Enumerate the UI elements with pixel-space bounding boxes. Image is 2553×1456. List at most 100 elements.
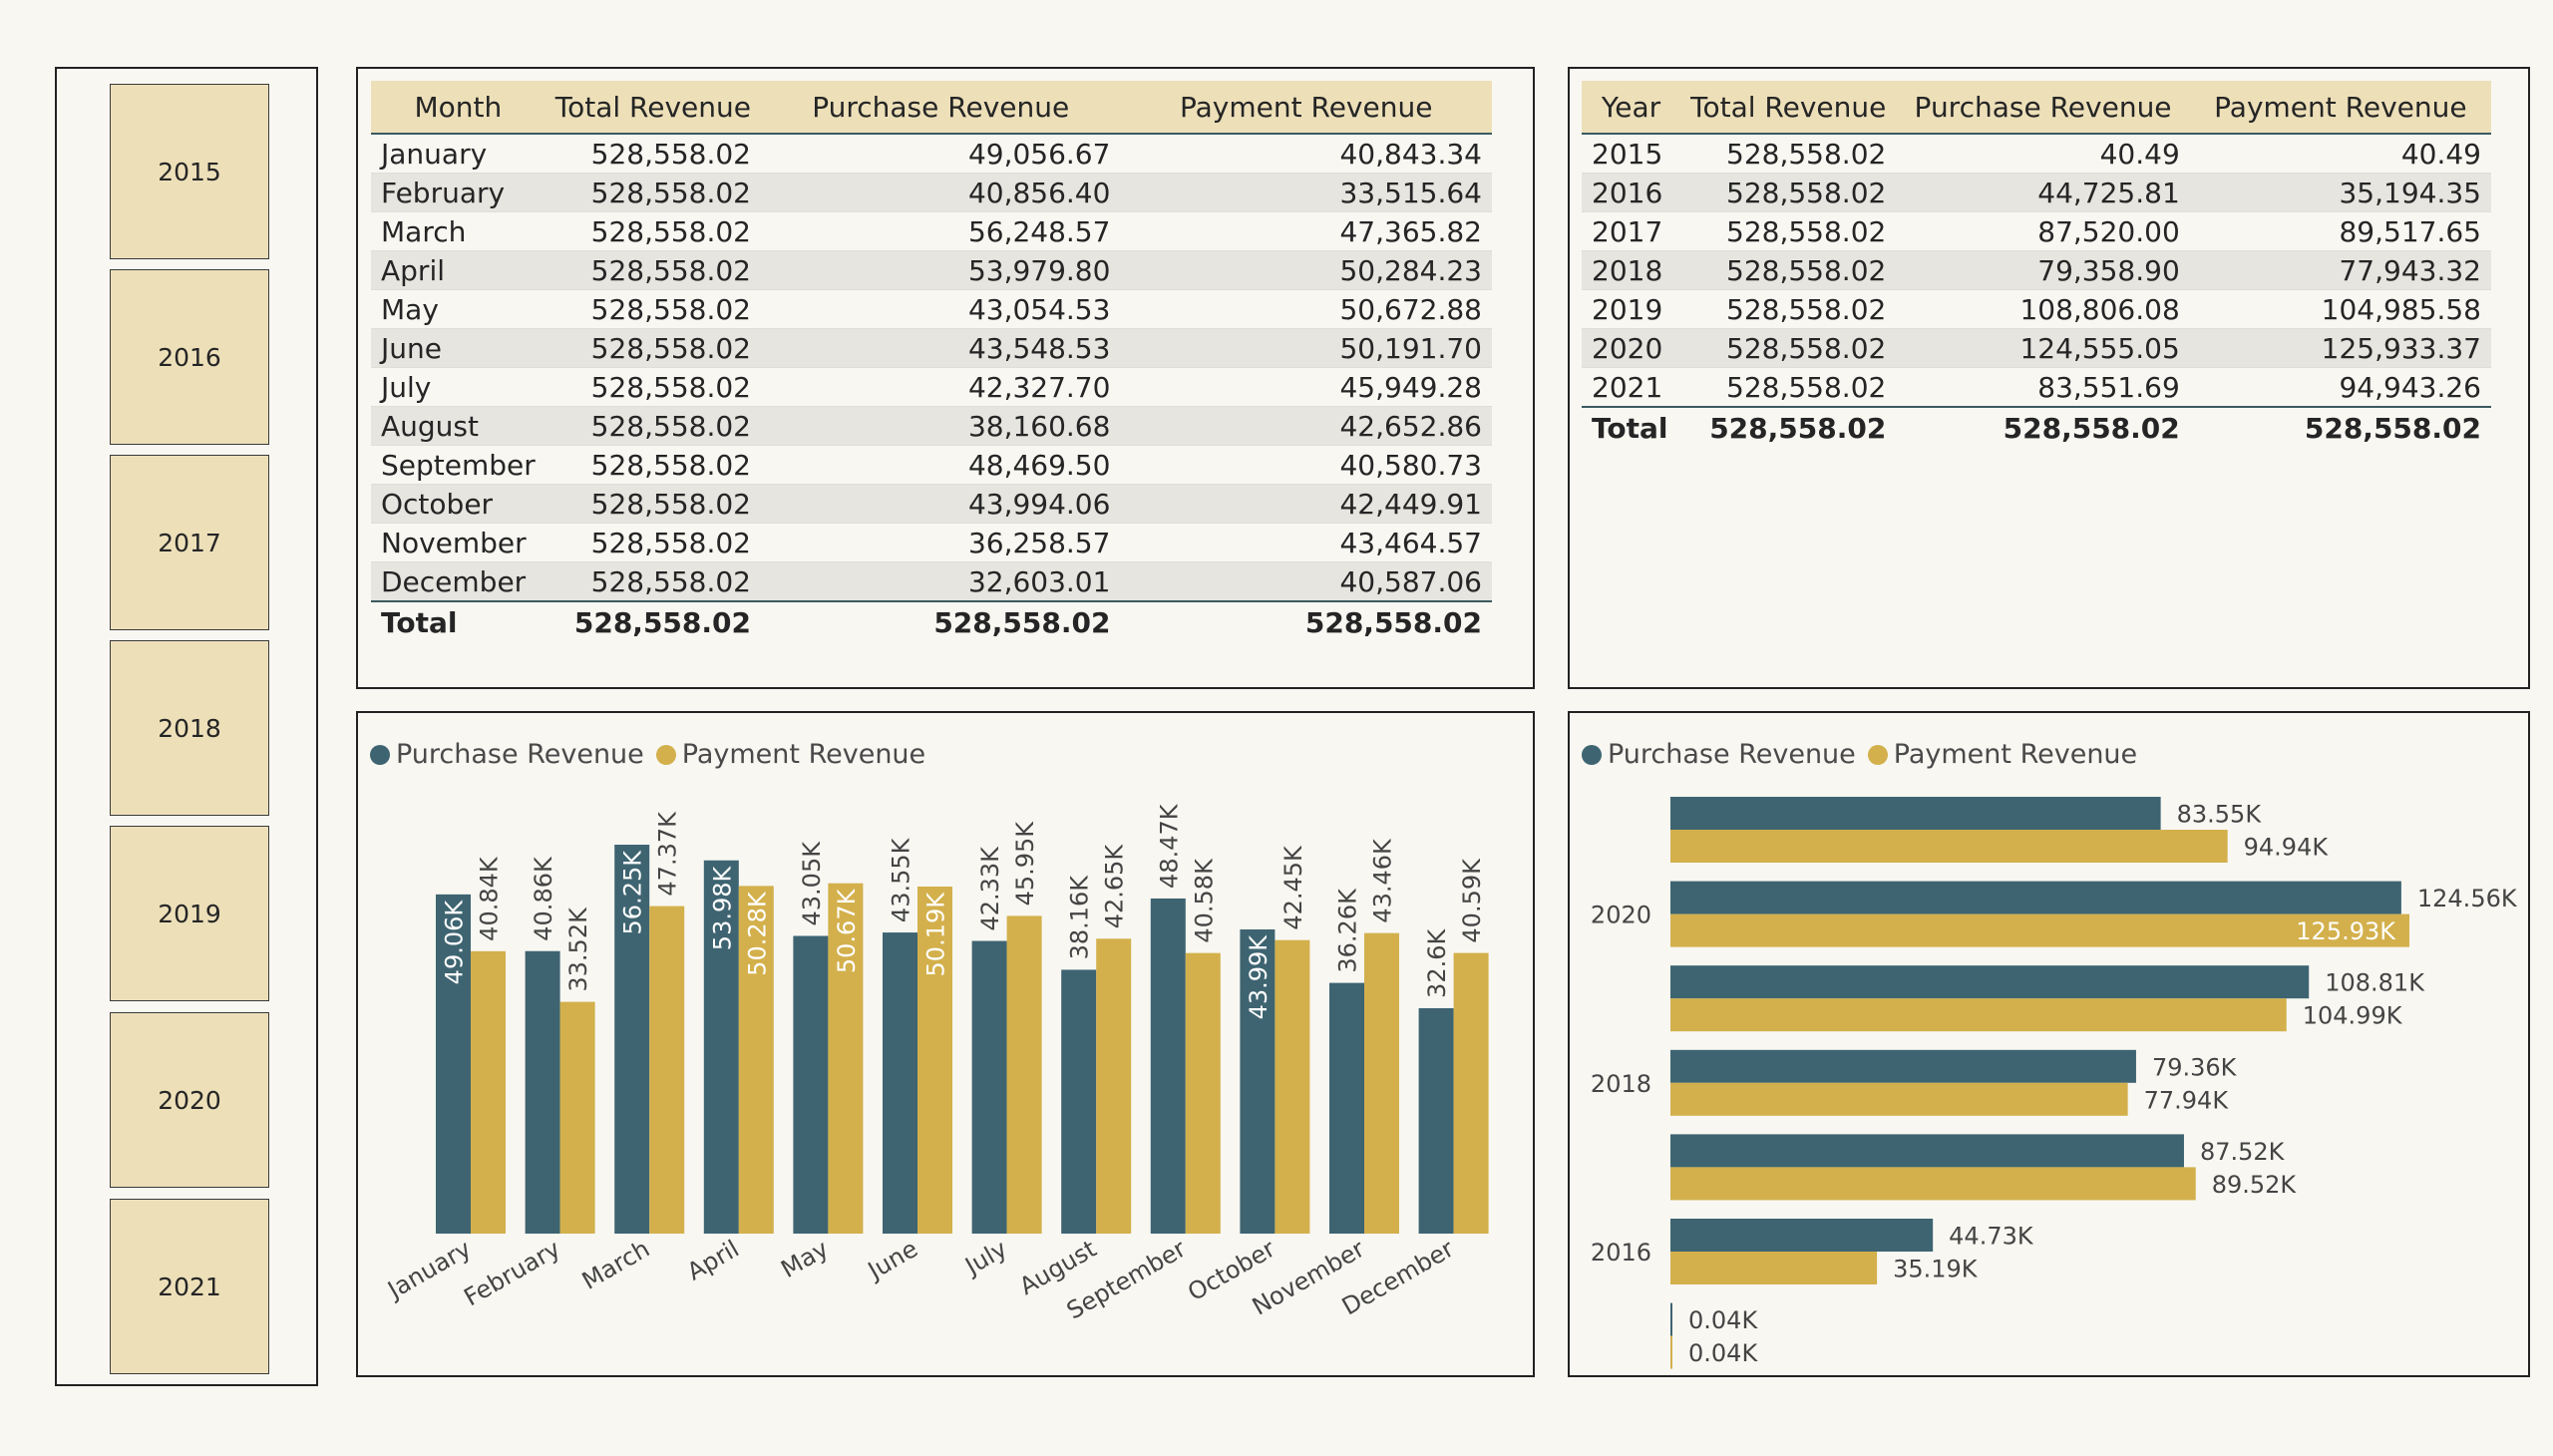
payment-bar-may[interactable] xyxy=(828,883,864,1234)
payment-bar-january[interactable] xyxy=(471,950,506,1234)
payment-bar-2020[interactable] xyxy=(1670,913,2409,947)
table-row: November 528,558.02 36,258.57 43,464.57 xyxy=(371,523,1492,562)
total-cell: 528,558.02 xyxy=(2189,406,2491,448)
purchase-bar-march[interactable] xyxy=(614,845,650,1234)
table-cell: 528,558.02 xyxy=(545,250,761,290)
table-cell: 44,725.81 xyxy=(1896,173,2190,212)
purchase-bar-april[interactable] xyxy=(703,860,739,1234)
total-row: Total 528,558.02 528,558.02 528,558.02 xyxy=(1582,406,2491,448)
year-button-2021[interactable]: 2021 xyxy=(110,1199,269,1374)
payment-bar-december[interactable] xyxy=(1453,952,1489,1234)
payment-bar-2015[interactable] xyxy=(1670,1335,1672,1369)
data-label: 79.36K xyxy=(2152,1053,2238,1081)
table-row: July 528,558.02 42,327.70 45,949.28 xyxy=(371,367,1492,407)
purchase-bar-february[interactable] xyxy=(525,950,560,1234)
table-cell: 2018 xyxy=(1582,250,1681,290)
table-cell: 49,056.67 xyxy=(761,134,1121,174)
payment-bar-july[interactable] xyxy=(1006,915,1042,1234)
purchase-bar-2019[interactable] xyxy=(1670,965,2310,999)
table-cell: 40.49 xyxy=(2189,134,2491,174)
year-button-2019[interactable]: 2019 xyxy=(110,826,269,1001)
monthly-revenue-table: Month Total Revenue Purchase Revenue Paymen… xyxy=(371,81,1492,642)
table-row: 2015 528,558.02 40.49 40.49 xyxy=(1582,134,2491,174)
data-label: 89.52K xyxy=(2212,1171,2298,1199)
purchase-bar-july[interactable] xyxy=(971,940,1007,1234)
table-cell: 42,652.86 xyxy=(1120,406,1492,446)
purchase-bar-september[interactable] xyxy=(1150,898,1186,1234)
purchase-bar-may[interactable] xyxy=(793,935,829,1234)
payment-bar-2016[interactable] xyxy=(1670,1252,1878,1284)
table-cell: 104,985.58 xyxy=(2189,289,2491,329)
data-label: 43.99K xyxy=(1245,934,1273,1020)
payment-bar-september[interactable] xyxy=(1185,952,1221,1234)
year-button-2017[interactable]: 2017 xyxy=(110,455,269,630)
payment-bar-2017[interactable] xyxy=(1670,1167,2196,1201)
table-cell: 528,558.02 xyxy=(545,484,761,524)
data-label: 49.06K xyxy=(441,900,469,985)
purchase-bar-2015[interactable] xyxy=(1670,1302,1672,1336)
data-label: 50.67K xyxy=(833,888,861,973)
purchase-bar-2021[interactable] xyxy=(1670,797,2161,830)
column-header[interactable]: Total Revenue xyxy=(545,81,761,135)
payment-bar-february[interactable] xyxy=(559,1001,595,1234)
data-label: 40.59K xyxy=(1458,858,1486,943)
purchase-bar-october[interactable] xyxy=(1240,928,1276,1234)
payment-bar-october[interactable] xyxy=(1275,939,1310,1234)
table-row: 2018 528,558.02 79,358.90 77,943.32 xyxy=(1582,250,2491,290)
total-cell: 528,558.02 xyxy=(545,600,761,642)
data-label: 42.45K xyxy=(1279,845,1307,930)
table-cell: 43,054.53 xyxy=(761,289,1121,329)
year-button-2016[interactable]: 2016 xyxy=(110,269,269,445)
payment-bar-2018[interactable] xyxy=(1670,1082,2128,1116)
payment-bar-2021[interactable] xyxy=(1670,830,2228,863)
y-tick-label: 2016 xyxy=(1591,1239,1651,1267)
yearly-revenue-table: Year Total Revenue Purchase Revenue Payment… xyxy=(1582,81,2491,448)
table-row: January 528,558.02 49,056.67 40,843.34 xyxy=(371,134,1492,174)
purchase-bar-2016[interactable] xyxy=(1670,1219,1934,1252)
payment-bar-august[interactable] xyxy=(1096,938,1132,1234)
x-tick-label: June xyxy=(862,1235,922,1285)
table-cell: June xyxy=(371,328,546,368)
table-cell: 53,979.80 xyxy=(761,250,1121,290)
column-header[interactable]: Month xyxy=(371,81,546,135)
purchase-bar-november[interactable] xyxy=(1329,982,1364,1234)
purchase-bar-june[interactable] xyxy=(883,932,917,1234)
total-cell: Total xyxy=(1582,406,1681,448)
purchase-bar-august[interactable] xyxy=(1061,969,1097,1234)
payment-bar-march[interactable] xyxy=(649,906,685,1234)
table-cell: 528,558.02 xyxy=(1680,289,1897,329)
data-label: 43.05K xyxy=(798,841,826,926)
purchase-bar-2020[interactable] xyxy=(1670,881,2401,914)
data-label: 42.33K xyxy=(976,846,1004,931)
data-label: 124.56K xyxy=(2417,885,2518,912)
payment-bar-november[interactable] xyxy=(1364,932,1399,1234)
column-header[interactable]: Payment Revenue xyxy=(2189,81,2491,135)
column-header[interactable]: Purchase Revenue xyxy=(761,81,1121,135)
data-label: 32.6K xyxy=(1423,928,1451,998)
column-header[interactable]: Year xyxy=(1582,81,1681,135)
total-cell: 528,558.02 xyxy=(1680,406,1897,448)
purchase-bar-december[interactable] xyxy=(1418,1007,1454,1234)
chart-legend: Purchase Revenue Payment Revenue xyxy=(1582,739,2137,770)
data-label: 50.28K xyxy=(743,891,771,976)
payment-bar-april[interactable] xyxy=(738,886,774,1234)
payment-bar-june[interactable] xyxy=(917,887,952,1234)
total-cell: 528,558.02 xyxy=(1120,600,1492,642)
data-label: 42.65K xyxy=(1101,844,1129,929)
year-button-2018[interactable]: 2018 xyxy=(110,640,269,816)
column-header[interactable]: Total Revenue xyxy=(1680,81,1897,135)
purchase-bar-january[interactable] xyxy=(436,894,471,1234)
column-header[interactable]: Payment Revenue xyxy=(1120,81,1492,135)
table-cell: January xyxy=(371,134,546,174)
purchase-bar-2018[interactable] xyxy=(1670,1049,2136,1083)
payment-bar-2019[interactable] xyxy=(1670,998,2287,1032)
purchase-legend-label: Purchase Revenue xyxy=(396,739,644,770)
table-cell: 43,464.57 xyxy=(1120,523,1492,562)
year-button-2020[interactable]: 2020 xyxy=(110,1012,269,1188)
purchase-bar-2017[interactable] xyxy=(1670,1134,2184,1168)
table-cell: 2015 xyxy=(1582,134,1681,174)
year-button-2015[interactable]: 2015 xyxy=(110,84,269,259)
table-row: February 528,558.02 40,856.40 33,515.64 xyxy=(371,173,1492,212)
data-label: 38.16K xyxy=(1066,875,1094,960)
column-header[interactable]: Purchase Revenue xyxy=(1896,81,2190,135)
